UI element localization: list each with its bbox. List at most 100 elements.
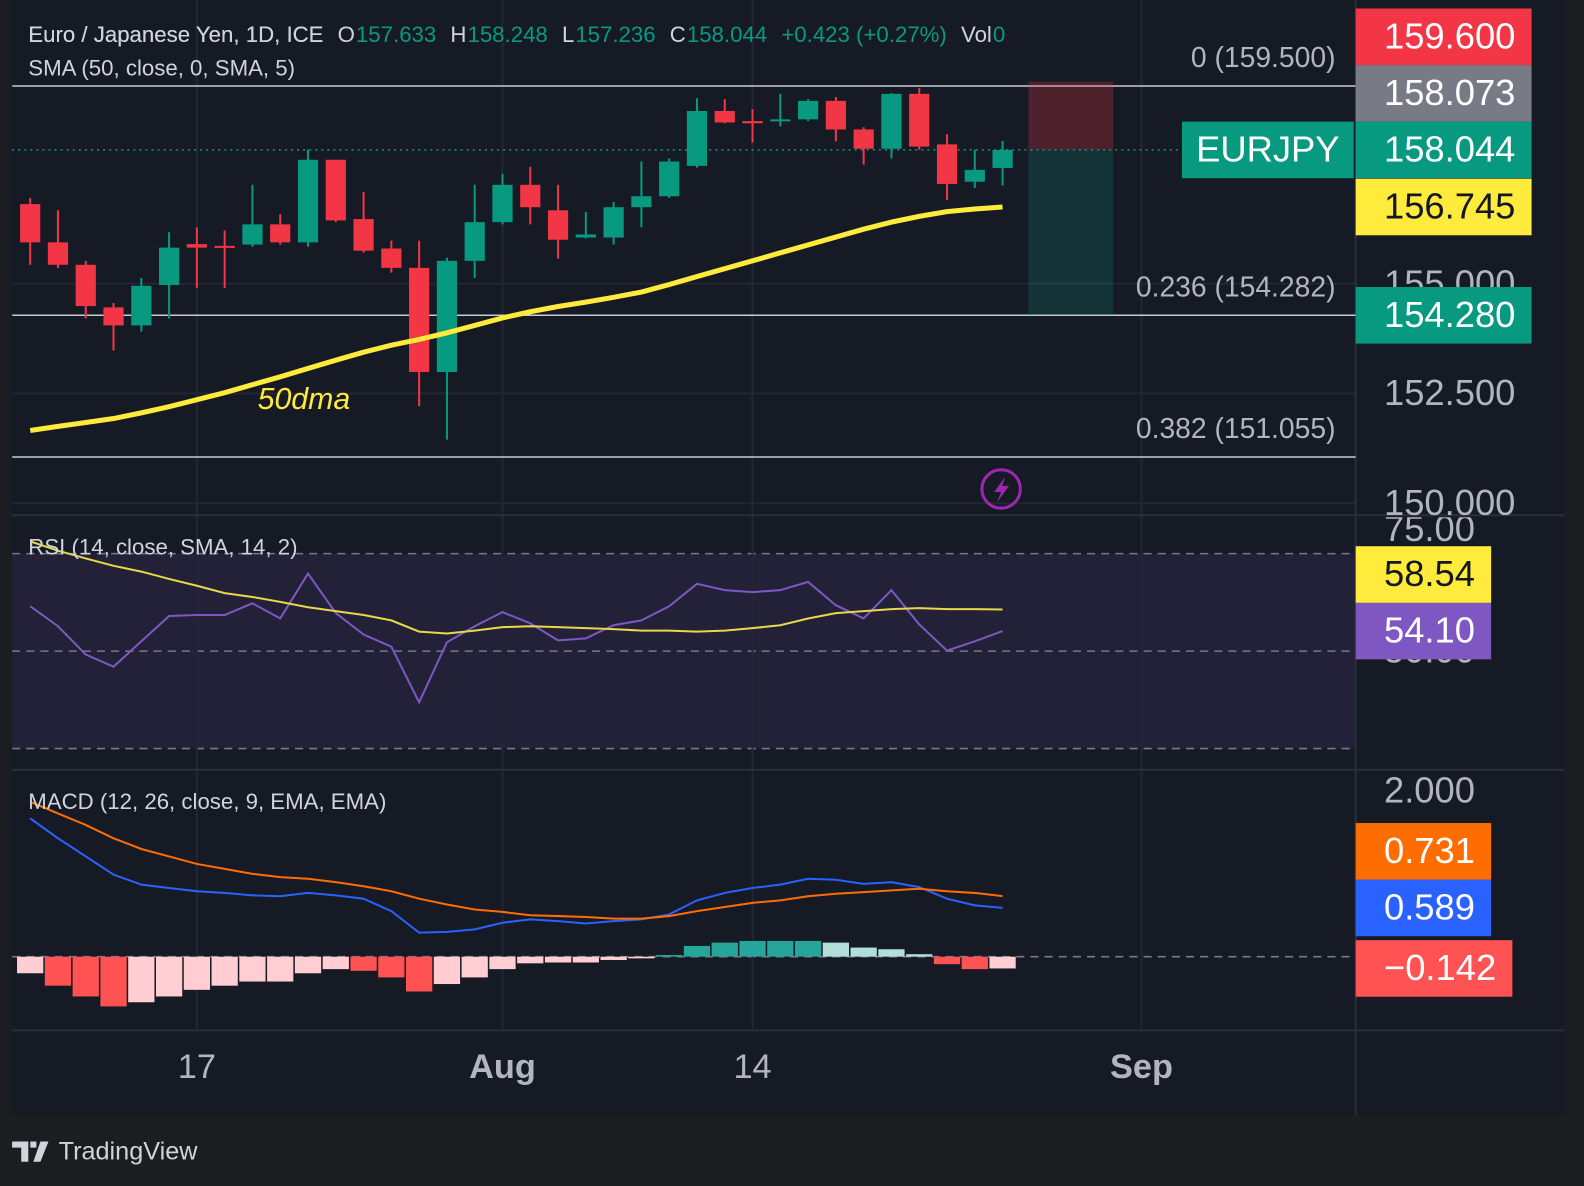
candle-body — [742, 121, 763, 124]
legend-text: Vol — [961, 22, 992, 47]
indicator-line — [29, 571, 1003, 705]
price-tag-label: 58.54 — [1384, 553, 1475, 594]
legend-text: +0.423 (+0.27%) — [781, 22, 947, 47]
price-tag — [1355, 823, 1492, 880]
histogram-bar — [378, 956, 405, 978]
histogram-bar — [294, 956, 322, 974]
position-risk — [1028, 81, 1114, 150]
histogram-bar — [322, 956, 349, 970]
candle-body — [47, 242, 69, 265]
legend: Euro / Japanese Yen, 1D, ICE 0 (159.500) 0… — [28, 22, 1335, 1086]
histogram-bar — [517, 956, 544, 964]
price-tag-label: 0.731 — [1384, 830, 1475, 871]
histogram-bar — [489, 956, 516, 970]
histogram-bar — [72, 956, 99, 997]
histogram-bar — [433, 956, 461, 985]
legend-text: Euro / Japanese Yen, 1D, ICE — [28, 22, 323, 47]
legend-text: O — [338, 22, 355, 47]
y-tick-label: 152.500 — [1384, 372, 1515, 413]
candle-body — [214, 245, 235, 248]
candle-body — [881, 93, 902, 149]
x-tick-label: 17 — [178, 1048, 216, 1086]
candle-body — [158, 247, 180, 285]
candle-body — [520, 184, 541, 208]
macd-axis: 2.000 — [1384, 772, 1475, 811]
price-tag-label: 154.280 — [1384, 294, 1515, 335]
legend-text: 157.236 — [575, 22, 655, 47]
histogram-bar — [100, 956, 127, 1007]
candle-body — [603, 207, 624, 238]
brand[interactable]: TradingView — [12, 1137, 198, 1165]
histogram-bar — [239, 956, 266, 982]
histogram-bar — [544, 956, 572, 963]
candle-body — [575, 234, 596, 238]
price-tag — [1355, 287, 1532, 344]
candle-body — [853, 129, 874, 149]
price-tag — [1355, 940, 1513, 997]
brand-logo[interactable] — [12, 1141, 49, 1162]
legend-text: C — [670, 22, 686, 47]
candle-body — [353, 219, 374, 251]
candle-body — [825, 100, 846, 130]
candle-body — [770, 119, 791, 122]
histogram-bar — [850, 947, 877, 957]
price-tag — [1355, 65, 1532, 122]
price-tag-label: 158.073 — [1384, 72, 1515, 113]
candle-body — [659, 161, 680, 197]
histogram-bar — [683, 945, 711, 957]
y-tick-label: 150.000 — [1384, 482, 1515, 523]
fib-label: 0.236 (154.282) — [1136, 270, 1336, 302]
brand-name[interactable]: TradingView — [59, 1137, 199, 1165]
x-tick-label: Aug — [469, 1048, 536, 1086]
price-tag — [1355, 8, 1532, 66]
candle-body — [909, 93, 930, 147]
candle-body — [492, 184, 513, 223]
histogram-bar — [44, 956, 72, 986]
histogram-bar — [267, 956, 294, 982]
candle-body — [936, 144, 958, 184]
price-tags: 154.280 156.745 158.044 EURJPY 158.073 159.60… — [1181, 8, 1532, 997]
alert-bolt[interactable] — [994, 476, 1010, 503]
candle-body — [631, 196, 652, 208]
candle-body — [131, 285, 152, 326]
candle-body — [547, 210, 569, 240]
indicator-line — [29, 817, 1003, 934]
pane-title: MACD (12, 26, close, 9, EMA, EMA) — [28, 789, 386, 814]
price-tag-label: 0.589 — [1384, 887, 1475, 928]
histogram-bar — [656, 955, 683, 957]
histogram-bar — [128, 956, 155, 1003]
candle-body — [325, 159, 346, 221]
candle-body — [436, 260, 458, 372]
legend-text: 158.044 — [687, 22, 767, 47]
x-tick-label: 14 — [733, 1048, 771, 1086]
price-tag — [1355, 546, 1492, 603]
histogram-bar — [155, 956, 183, 997]
histogram-bar — [906, 954, 933, 957]
histogram-bar — [767, 940, 794, 957]
price-tag-label: −0.142 — [1384, 947, 1496, 988]
alert-circle[interactable] — [980, 468, 1022, 510]
legend-text: 157.633 — [356, 22, 436, 47]
position-reward — [1028, 149, 1114, 316]
candle-body — [714, 110, 735, 123]
legend-text: 158.248 — [467, 22, 547, 47]
price-tag-label: 156.745 — [1384, 186, 1515, 227]
alert-icon[interactable] — [980, 468, 1022, 510]
indicator-legend: SMA (50, close, 0, SMA, 5) — [28, 56, 295, 81]
pane-title: Euro / Japanese Yen, 1D, ICE — [28, 22, 323, 47]
histogram-bar — [600, 956, 627, 961]
candle-body — [20, 204, 41, 243]
y-tick-label: 75.00 — [1384, 508, 1475, 549]
legend-text: 0 — [993, 22, 1005, 47]
candle-body — [797, 100, 819, 120]
price-tag — [1355, 121, 1532, 179]
candle-body — [964, 169, 985, 182]
symbol-tag-label: EURJPY — [1196, 129, 1339, 170]
indicator-line — [29, 800, 1003, 920]
price-tag-label: 54.10 — [1384, 610, 1475, 651]
histogram-bar — [183, 956, 211, 990]
chart-background — [12, 0, 1564, 1116]
candle-body — [297, 159, 319, 243]
price-tag-label: 158.044 — [1384, 129, 1515, 170]
